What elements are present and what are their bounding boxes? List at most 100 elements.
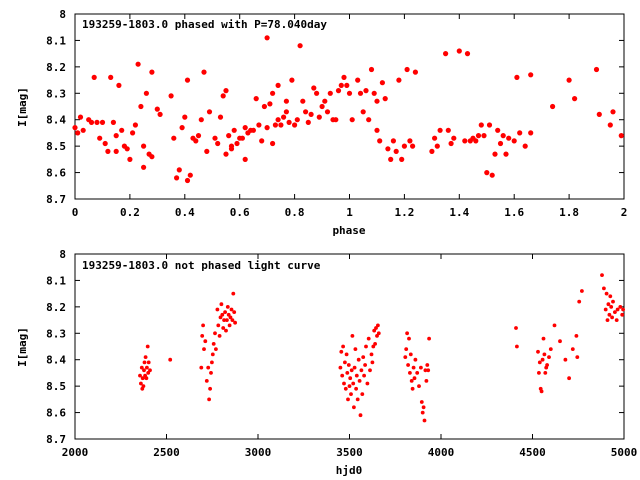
- phased-data-point: [113, 148, 119, 154]
- phased-data-point: [184, 177, 191, 184]
- unphased-data-point: [359, 368, 364, 373]
- phased-data-point: [234, 140, 240, 147]
- unphased-data-point: [614, 318, 619, 322]
- phased-data-point: [77, 114, 84, 120]
- phased-data-point: [105, 148, 111, 154]
- phased-data-point: [437, 127, 443, 133]
- unphased-data-point: [600, 273, 604, 277]
- phased-data-point: [242, 156, 248, 162]
- phased-data-point: [297, 43, 303, 49]
- unphased-data-point: [213, 331, 217, 336]
- unphased-data-point: [515, 344, 519, 349]
- unphased-data-point: [345, 371, 350, 375]
- phased-x-tick-label: 0.4: [175, 206, 195, 219]
- unphased-data-point: [537, 360, 542, 365]
- unphased-data-point: [230, 318, 235, 322]
- phased-data-point: [327, 90, 333, 96]
- unphased-data-point: [552, 323, 557, 328]
- unphased-data-point: [343, 360, 347, 365]
- phased-x-tick-label: 0.6: [230, 206, 250, 219]
- phased-data-point: [141, 164, 147, 170]
- phased-data-point: [179, 125, 185, 131]
- phased-data-point: [344, 82, 350, 88]
- unphased-data-point: [148, 368, 152, 373]
- phased-data-point: [528, 72, 534, 78]
- unphased-data-point: [613, 310, 617, 314]
- unphased-data-point: [232, 310, 237, 314]
- phased-x-tick-label: 0: [72, 206, 79, 219]
- phased-data-point: [462, 138, 468, 144]
- unphased-data-point: [211, 342, 216, 346]
- unphased-data-point: [423, 368, 428, 373]
- phased-data-point: [596, 111, 602, 117]
- phased-data-point: [412, 69, 418, 75]
- phased-data-point: [303, 109, 309, 115]
- phased-data-point: [253, 96, 259, 102]
- phased-y-axis-label: I[mag]: [16, 87, 29, 127]
- phased-data-point: [168, 93, 174, 99]
- phased-data-point: [484, 170, 490, 176]
- phased-data-point: [220, 93, 226, 99]
- phased-data-point: [72, 125, 78, 131]
- unphased-y-tick-label: 8.5: [46, 380, 66, 393]
- phased-data-point: [91, 74, 97, 80]
- phased-data-point: [500, 133, 506, 139]
- unphased-data-point: [422, 418, 427, 423]
- phased-data-point: [338, 82, 344, 88]
- unphased-data-point: [225, 305, 230, 309]
- unphased-data-point: [339, 349, 344, 354]
- phased-data-point: [434, 143, 440, 149]
- phased-data-point: [319, 103, 325, 110]
- unphased-data-point: [356, 357, 361, 362]
- unphased-data-point: [220, 312, 225, 317]
- unphased-data-point: [208, 386, 213, 391]
- phased-data-point: [371, 90, 377, 96]
- unphased-data-point: [228, 315, 233, 320]
- unphased-data-point: [346, 397, 350, 402]
- unphased-data-point: [621, 307, 625, 312]
- unphased-data-point: [215, 307, 220, 312]
- phased-data-point: [333, 117, 339, 123]
- unphased-data-point: [541, 336, 546, 341]
- unphased-data-point: [340, 373, 345, 378]
- unphased-data-point: [604, 291, 609, 296]
- unphased-data-point: [413, 357, 418, 362]
- unphased-y-tick-label: 8: [59, 248, 66, 261]
- phased-data-point: [456, 48, 462, 54]
- unphased-data-point: [338, 365, 343, 370]
- phased-data-point: [550, 103, 556, 110]
- phased-data-point: [528, 130, 534, 136]
- unphased-data-point: [216, 323, 221, 328]
- phased-data-point: [481, 133, 487, 139]
- phased-data-point: [99, 119, 106, 125]
- phased-data-point: [231, 127, 237, 133]
- unphased-data-point: [574, 334, 579, 338]
- unphased-data-point: [352, 405, 356, 410]
- unphased-data-point: [344, 352, 349, 357]
- phased-data-point: [445, 127, 451, 133]
- unphased-data-point: [411, 365, 416, 370]
- phased-y-tick-label: 8.2: [46, 61, 66, 74]
- phased-data-point: [324, 109, 331, 115]
- unphased-data-point: [580, 289, 584, 293]
- unphased-data-point: [547, 355, 551, 359]
- phased-data-point: [270, 90, 276, 96]
- phased-data-point: [228, 146, 235, 152]
- phased-data-point: [486, 122, 493, 128]
- unphased-data-point: [210, 352, 215, 357]
- phased-data-point: [138, 103, 144, 110]
- unphased-data-point: [342, 381, 346, 386]
- phased-data-point: [464, 51, 471, 57]
- unphased-data-point: [362, 373, 366, 378]
- unphased-data-point: [539, 389, 544, 394]
- unphased-data-point: [542, 352, 547, 357]
- phased-data-point: [451, 135, 457, 141]
- phased-data-point: [80, 127, 86, 133]
- phased-plot-frame: [74, 13, 625, 200]
- phased-data-point: [259, 138, 265, 144]
- unphased-y-tick-label: 8.3: [46, 327, 66, 340]
- unphased-x-tick-label: 4500: [519, 446, 546, 459]
- phased-data-point: [566, 77, 572, 83]
- unphased-data-point: [419, 365, 423, 370]
